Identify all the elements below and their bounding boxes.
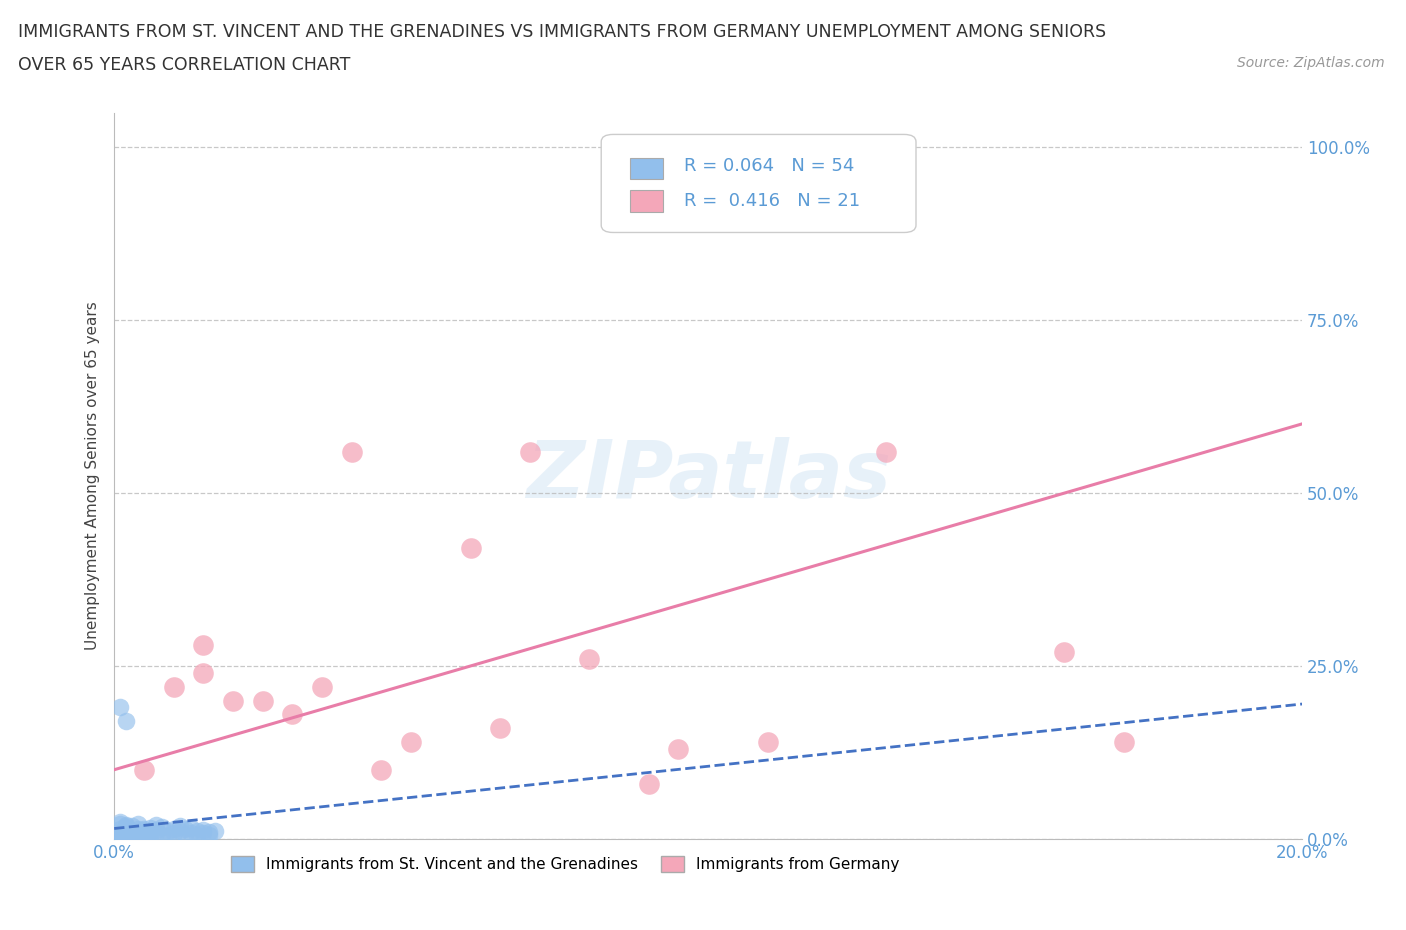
Point	[756, 735, 779, 750]
Point	[132, 830, 155, 844]
Point	[108, 830, 131, 845]
Point	[127, 817, 149, 831]
Point	[132, 829, 155, 844]
Text: IMMIGRANTS FROM ST. VINCENT AND THE GRENADINES VS IMMIGRANTS FROM GERMANY UNEMPL: IMMIGRANTS FROM ST. VINCENT AND THE GREN…	[18, 23, 1107, 41]
Point	[281, 707, 304, 722]
Text: Source: ZipAtlas.com: Source: ZipAtlas.com	[1237, 56, 1385, 70]
Point	[115, 825, 138, 840]
Point	[121, 823, 143, 838]
Point	[150, 828, 173, 843]
Point	[132, 763, 155, 777]
Point	[193, 638, 215, 653]
Text: ZIPatlas: ZIPatlas	[526, 437, 890, 515]
Point	[637, 777, 659, 791]
Point	[108, 814, 131, 829]
Point	[489, 721, 512, 736]
Point	[108, 830, 131, 844]
Point	[108, 830, 131, 845]
Point	[193, 822, 215, 837]
Point	[460, 541, 482, 556]
Point	[132, 826, 155, 841]
Point	[108, 700, 131, 715]
Point	[115, 820, 138, 835]
Point	[115, 828, 138, 843]
FancyBboxPatch shape	[630, 158, 664, 179]
Point	[252, 693, 274, 708]
Point	[139, 829, 162, 844]
Point	[875, 445, 897, 459]
Point	[105, 828, 128, 843]
Point	[139, 820, 162, 835]
Point	[1053, 644, 1076, 659]
Point	[115, 817, 138, 832]
Legend: Immigrants from St. Vincent and the Grenadines, Immigrants from Germany: Immigrants from St. Vincent and the Gren…	[225, 850, 905, 879]
Point	[174, 828, 197, 843]
Point	[108, 826, 131, 841]
Point	[340, 445, 363, 459]
FancyBboxPatch shape	[602, 135, 915, 232]
Text: R =  0.416   N = 21: R = 0.416 N = 21	[685, 193, 860, 210]
Point	[156, 824, 179, 839]
Point	[311, 679, 333, 694]
Point	[370, 763, 392, 777]
Point	[145, 825, 167, 840]
Point	[193, 826, 215, 841]
Y-axis label: Unemployment Among Seniors over 65 years: Unemployment Among Seniors over 65 years	[86, 301, 100, 650]
Point	[121, 825, 143, 840]
Point	[578, 652, 600, 667]
Point	[108, 821, 131, 836]
Point	[180, 825, 202, 840]
Point	[186, 824, 208, 839]
Point	[121, 827, 143, 842]
Point	[145, 822, 167, 837]
Point	[222, 693, 245, 708]
Point	[132, 822, 155, 837]
Point	[162, 679, 184, 694]
FancyBboxPatch shape	[630, 191, 664, 212]
Point	[399, 735, 422, 750]
Point	[162, 826, 184, 841]
Point	[150, 819, 173, 834]
Text: R = 0.064   N = 54: R = 0.064 N = 54	[685, 156, 855, 175]
Point	[519, 445, 541, 459]
Point	[121, 830, 143, 844]
Point	[193, 666, 215, 681]
Point	[108, 817, 131, 831]
Point	[121, 819, 143, 834]
Point	[204, 823, 226, 838]
Point	[186, 828, 208, 843]
Point	[127, 828, 149, 843]
Point	[115, 714, 138, 729]
Point	[156, 829, 179, 844]
Point	[145, 817, 167, 832]
Point	[198, 828, 221, 843]
Text: OVER 65 YEARS CORRELATION CHART: OVER 65 YEARS CORRELATION CHART	[18, 56, 350, 73]
Point	[174, 822, 197, 837]
Point	[169, 818, 191, 833]
Point	[115, 819, 138, 834]
Point	[198, 825, 221, 840]
Point	[180, 820, 202, 835]
Point	[162, 821, 184, 836]
Point	[108, 829, 131, 844]
Point	[169, 823, 191, 838]
Point	[139, 825, 162, 840]
Point	[668, 741, 690, 756]
Point	[1112, 735, 1135, 750]
Point	[127, 821, 149, 836]
Point	[127, 827, 149, 842]
